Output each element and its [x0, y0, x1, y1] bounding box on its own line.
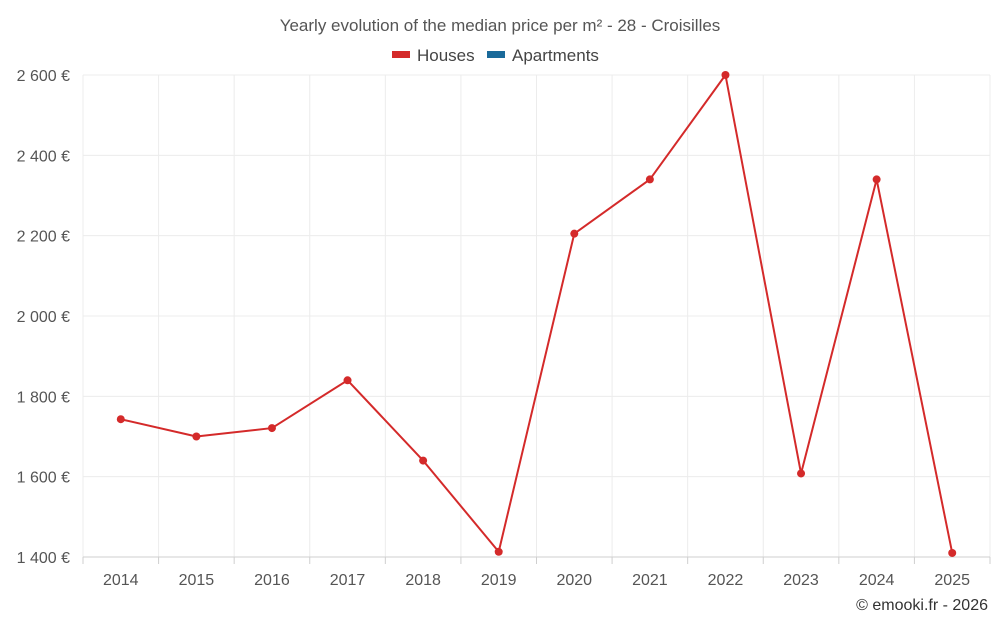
series-houses — [116, 71, 957, 557]
y-tick-label: 2 600 € — [17, 68, 70, 85]
y-tick-label: 2 000 € — [17, 309, 70, 326]
x-tick-label: 2014 — [103, 572, 139, 589]
data-point[interactable] — [267, 424, 276, 433]
x-tick-label: 2019 — [481, 572, 517, 589]
data-point[interactable] — [494, 547, 503, 556]
data-point[interactable] — [948, 548, 957, 557]
x-tick-label: 2015 — [179, 572, 215, 589]
axes: 1 400 € 1 600 € 1 800 € 2 000 € 2 200 € 2 400… — [17, 68, 991, 589]
data-point[interactable] — [116, 415, 125, 424]
x-tick-label: 2023 — [783, 572, 819, 589]
x-tick-label: 2017 — [330, 572, 366, 589]
legend: Houses Apartments — [392, 46, 599, 65]
data-point[interactable] — [645, 175, 654, 184]
credit-text: © emooki.fr - 2026 — [856, 597, 988, 614]
x-tick-label: 2016 — [254, 572, 290, 589]
data-point[interactable] — [419, 456, 428, 465]
legend-item-apartments[interactable]: Apartments — [487, 46, 599, 65]
x-tick-label: 2020 — [556, 572, 592, 589]
legend-swatch-apartments — [487, 51, 505, 58]
legend-label-apartments: Apartments — [512, 46, 599, 65]
chart-title: Yearly evolution of the median price per… — [280, 16, 721, 35]
x-tick-label: 2018 — [405, 572, 441, 589]
y-tick-label: 2 200 € — [17, 229, 70, 246]
legend-label-houses: Houses — [417, 46, 475, 65]
x-tick-label: 2024 — [859, 572, 895, 589]
legend-swatch-houses — [392, 51, 410, 58]
grid — [82, 74, 991, 557]
x-tick-label: 2022 — [708, 572, 744, 589]
data-point[interactable] — [872, 175, 881, 184]
y-tick-label: 1 800 € — [17, 389, 70, 406]
data-point[interactable] — [192, 432, 201, 441]
x-tick-label: 2025 — [934, 572, 970, 589]
y-tick-label: 2 400 € — [17, 148, 70, 165]
legend-item-houses[interactable]: Houses — [392, 46, 475, 65]
data-point[interactable] — [570, 229, 579, 238]
y-tick-label: 1 600 € — [17, 470, 70, 487]
x-tick-label: 2021 — [632, 572, 668, 589]
y-tick-label: 1 400 € — [17, 550, 70, 567]
data-point[interactable] — [721, 71, 730, 79]
series-line-houses — [120, 74, 954, 554]
data-point[interactable] — [797, 469, 806, 478]
data-point[interactable] — [343, 376, 352, 385]
